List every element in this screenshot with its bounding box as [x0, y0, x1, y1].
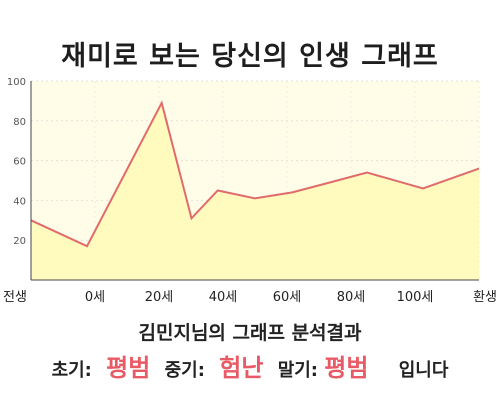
- page-title: 재미로 보는 당신의 인생 그래프: [61, 41, 439, 72]
- x-tick-label: 40세: [209, 290, 238, 305]
- x-tick-label: 환생: [473, 290, 497, 305]
- x-tick-label: 60세: [273, 290, 302, 305]
- x-tick-label: 전생: [3, 290, 27, 305]
- y-tick-label: 40: [13, 196, 26, 207]
- x-tick-label: 80세: [337, 290, 366, 305]
- verdict-ending: 입니다: [398, 360, 449, 381]
- x-tick-label: 0세: [85, 290, 105, 305]
- y-tick-label: 80: [13, 117, 26, 128]
- early-label: 초기:: [51, 360, 92, 381]
- verdict-row: 초기: 평범 중기: 험난 말기: 평범 입니다: [0, 348, 500, 383]
- x-tick-label: 20세: [145, 290, 174, 305]
- life-graph-chart: 20 40 60 80 100 전생 0세 20세 40세 60세 80세 100세 환생: [3, 77, 497, 305]
- y-axis-ticks: 20 40 60 80 100: [7, 77, 26, 247]
- y-tick-label: 20: [13, 236, 26, 247]
- late-value: 평범: [324, 354, 369, 382]
- early-value: 평범: [106, 354, 151, 382]
- mid-value: 험난: [219, 354, 264, 382]
- y-tick-label: 60: [13, 157, 26, 168]
- x-axis-ticks: 전생 0세 20세 40세 60세 80세 100세 환생: [3, 290, 497, 305]
- mid-label: 중기:: [164, 360, 205, 381]
- y-tick-label: 100: [7, 77, 26, 88]
- series-line: [30, 100, 480, 248]
- area-fill: [31, 102, 479, 281]
- result-subtitle: 김민지님의 그래프 분석결과: [138, 322, 362, 344]
- x-tick-label: 100세: [397, 290, 434, 305]
- late-label: 말기:: [277, 360, 319, 381]
